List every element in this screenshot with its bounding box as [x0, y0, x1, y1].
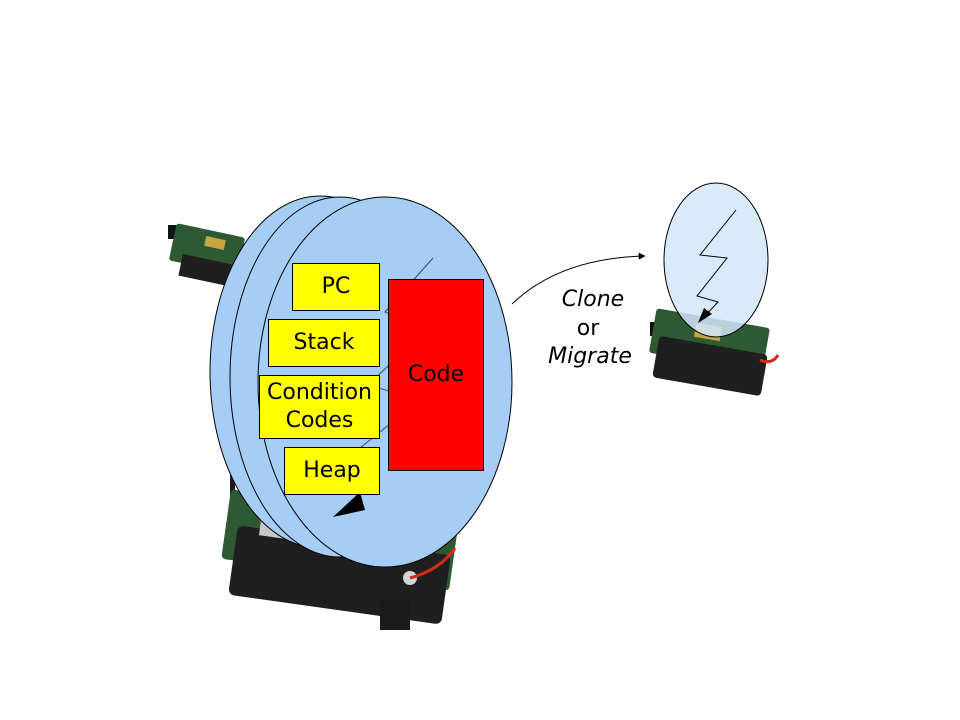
execution-arrowhead-icon	[333, 492, 365, 517]
sensor-mote-icon	[168, 223, 245, 288]
pc-box: PC	[292, 263, 380, 311]
stack-label: Stack	[293, 330, 355, 355]
condition-codes-box: Condition Codes	[259, 375, 380, 439]
condition-codes-label-line1: Condition	[267, 380, 372, 405]
transfer-label-migrate: Migrate	[548, 344, 632, 369]
transfer-label-or: or	[576, 316, 600, 341]
condition-codes-label-line2: Codes	[285, 408, 354, 433]
lightning-arrowhead-icon	[698, 308, 712, 323]
stack-box: Stack	[268, 319, 380, 367]
transfer-label-clone: Clone	[561, 287, 625, 312]
code-box: Code	[388, 279, 484, 471]
pc-label: PC	[321, 274, 351, 299]
code-label: Code	[407, 362, 465, 387]
heap-box: Heap	[284, 447, 380, 495]
remote-agent-ellipse	[663, 182, 769, 338]
transfer-arrow	[511, 252, 646, 305]
heap-label: Heap	[303, 458, 361, 483]
lightning-bolt-icon	[696, 209, 737, 319]
